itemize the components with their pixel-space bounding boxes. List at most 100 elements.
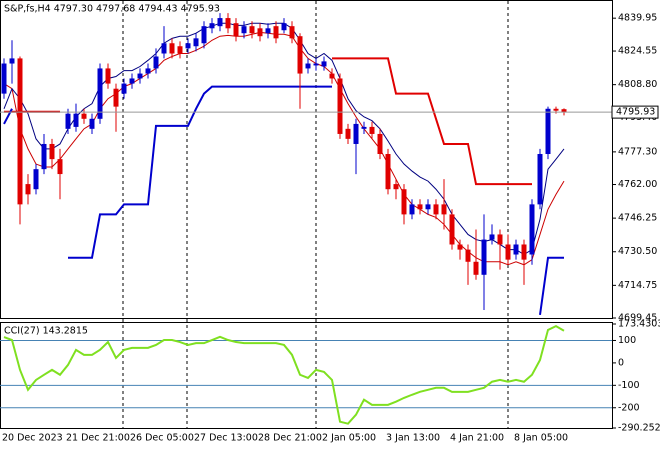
candle-body [433, 204, 439, 215]
candle-body [105, 68, 111, 84]
candle-body [257, 28, 263, 37]
candle-body [505, 244, 511, 260]
x-tick-label: 2 Jan 05:00 [322, 433, 376, 444]
candle-body [409, 204, 415, 215]
candle-body [49, 143, 55, 160]
candle-body [193, 38, 199, 47]
candle-body [497, 234, 503, 245]
candle-body [457, 244, 463, 250]
candle-body [465, 249, 471, 262]
candle-body [153, 56, 159, 69]
y-tick-label: 4808.80 [618, 79, 657, 90]
candle-body [289, 26, 295, 39]
cci-frame [0, 322, 613, 429]
candle-body [441, 204, 447, 215]
candle-body [369, 126, 375, 134]
candle-body [177, 46, 183, 54]
candle-body [145, 68, 151, 74]
candle-body [129, 78, 135, 84]
candle-body [537, 154, 543, 205]
candle-body [161, 43, 167, 54]
candle-body [81, 113, 87, 119]
x-tick-label: 20 Dec 2023 [2, 433, 63, 444]
y-tick-label: 4824.55 [618, 46, 657, 57]
candle-body [41, 143, 47, 170]
candle-body [481, 239, 487, 275]
main-frame [0, 0, 613, 319]
day-separators [122, 1, 509, 428]
y-tick-label: 4762.00 [618, 179, 657, 190]
candle-body [553, 108, 559, 111]
candle-body [305, 63, 311, 69]
y-tick-label: 4839.95 [618, 13, 657, 24]
indicator-line [68, 85, 332, 259]
x-tick-label: 4 Jan 21:00 [450, 433, 504, 444]
candle-body [137, 73, 143, 79]
indicator-line [3, 31, 565, 266]
x-tick-label: 26 Dec 05:00 [130, 433, 194, 444]
candle-body [73, 113, 79, 127]
candle-body [249, 26, 255, 34]
candle-body [233, 23, 239, 37]
candle-body [337, 78, 343, 134]
candle-body [225, 18, 231, 29]
y-tick-label: 173.4303 [618, 319, 660, 330]
candle-body [361, 126, 367, 129]
candle-body [113, 88, 119, 107]
candle-body [313, 63, 319, 66]
y-tick-label: -290.2528 [618, 423, 660, 434]
y-tick-label: 100 [618, 335, 636, 346]
candle-body [241, 26, 247, 34]
y-tick-label: 4714.75 [618, 280, 657, 291]
candle-body [489, 234, 495, 240]
candle-body [33, 169, 39, 190]
y-tick-label: 0 [618, 357, 624, 368]
x-tick-label: 28 Dec 21:00 [258, 433, 322, 444]
indicator-line [332, 57, 532, 186]
candle-body [97, 68, 103, 119]
candle-body [561, 109, 567, 113]
candle-body [89, 118, 95, 129]
candle-body [473, 261, 479, 275]
candle-body [393, 184, 399, 190]
chart-title: S&P,fs,H4 4797.30 4797.68 4794.43 4795.9… [4, 4, 220, 15]
candle-body [121, 83, 127, 94]
candle-body [425, 204, 431, 210]
candle-body [545, 108, 551, 155]
candle-body [297, 36, 303, 74]
candle-body [377, 133, 383, 155]
x-tick-label: 27 Dec 13:00 [194, 433, 258, 444]
candle-body [385, 154, 391, 190]
candle-body [417, 204, 423, 210]
y-tick-label: 4699.45 [618, 313, 657, 324]
last-price-label: 4795.93 [616, 107, 655, 118]
candle-body [17, 58, 23, 205]
candle-body [201, 26, 207, 44]
y-tick-label: 4730.50 [618, 246, 657, 257]
candle-body [25, 184, 31, 195]
x-tick-label: 8 Jan 05:00 [514, 433, 568, 444]
candle-body [401, 189, 407, 215]
candle-body [57, 159, 63, 175]
y-tick-label: 4746.25 [618, 213, 657, 224]
candle-body [449, 214, 455, 245]
candle-body [169, 43, 175, 54]
cci-line [3, 324, 565, 425]
cci-title: CCI(27) 143.2815 [4, 326, 88, 337]
last-price-box [611, 105, 659, 119]
candle-body [353, 123, 359, 144]
y-tick-label: -100 [618, 380, 640, 391]
candle-body [321, 61, 327, 67]
candle-body [521, 244, 527, 260]
candle-body [529, 204, 535, 255]
candle-body [345, 128, 351, 139]
candle-body [513, 244, 519, 255]
candle-body [273, 26, 279, 39]
candle-body [329, 73, 335, 79]
candle-body [265, 28, 271, 34]
candle-body [281, 23, 287, 31]
candle-body [65, 113, 71, 129]
candle-body [217, 18, 223, 27]
candle-body [9, 58, 15, 64]
